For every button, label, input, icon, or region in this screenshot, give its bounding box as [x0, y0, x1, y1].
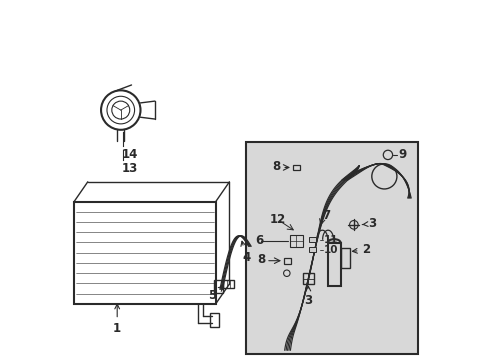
Text: 2: 2 [352, 243, 370, 256]
Bar [284, 258, 290, 264]
Text: 14: 14 [122, 148, 138, 161]
Bar [246, 142, 418, 354]
Text: 12: 12 [269, 213, 285, 226]
Text: 11: 11 [323, 235, 337, 245]
Bar [289, 234, 303, 247]
Bar [308, 247, 316, 252]
Bar [341, 248, 349, 268]
Bar [327, 243, 340, 286]
Text: 7: 7 [322, 210, 330, 222]
Text: 1: 1 [113, 304, 121, 335]
Text: 6: 6 [255, 234, 263, 247]
Bar [210, 313, 219, 327]
Text: 9: 9 [398, 148, 406, 161]
Text: 13: 13 [122, 162, 138, 175]
Text: 3: 3 [362, 217, 375, 230]
Text: 3: 3 [304, 286, 312, 307]
Bar [214, 280, 223, 293]
Bar [292, 165, 300, 170]
Text: 8: 8 [271, 160, 280, 173]
Text: 4: 4 [241, 241, 250, 264]
Text: 10: 10 [323, 245, 337, 255]
Bar [223, 280, 233, 288]
Bar [308, 237, 316, 242]
Text: 8: 8 [257, 253, 265, 266]
Bar [303, 273, 313, 284]
Text: 5: 5 [208, 287, 223, 302]
